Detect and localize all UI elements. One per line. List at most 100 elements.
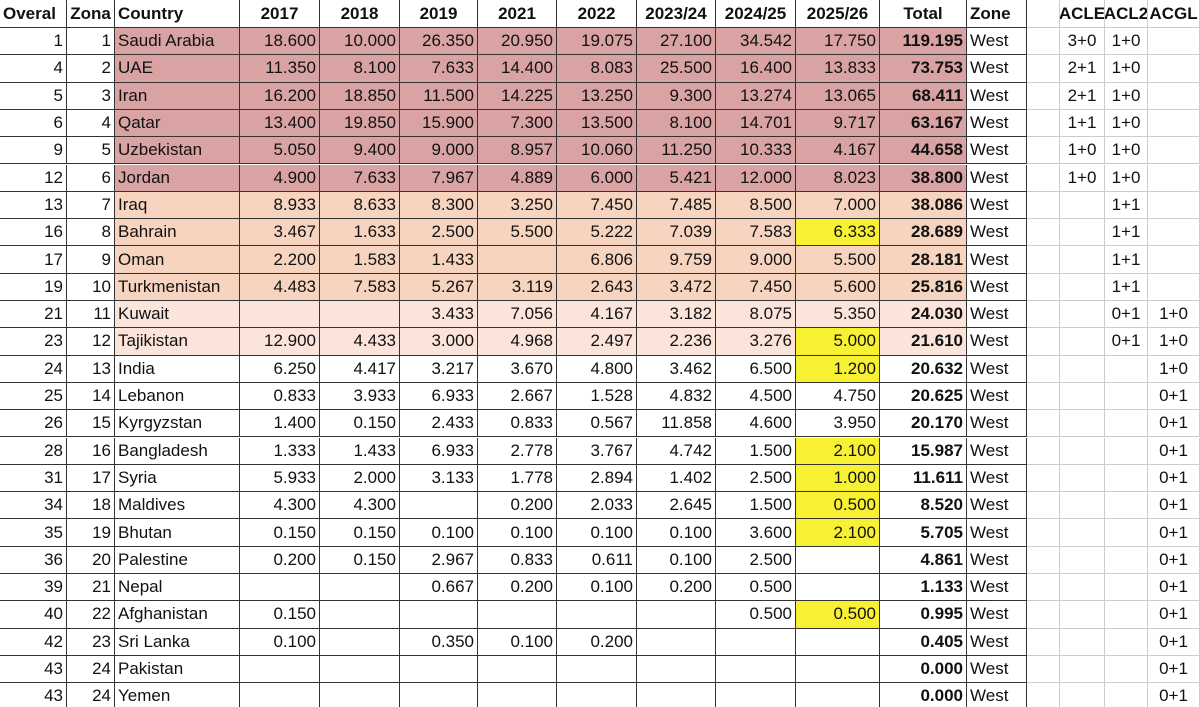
gap-cell <box>1027 164 1060 192</box>
cell: 44.658 <box>880 137 967 165</box>
cell <box>1060 655 1105 684</box>
cell: 7.583 <box>716 219 796 247</box>
country-cell: Qatar <box>115 109 240 138</box>
cell: 19 <box>0 273 67 301</box>
cell: 14 <box>67 382 115 411</box>
cell <box>1060 410 1105 438</box>
cell: 27.100 <box>637 28 716 56</box>
cell: 11 <box>67 301 115 329</box>
cell: 13 <box>0 191 67 220</box>
cell: 63.167 <box>880 109 967 138</box>
cell <box>1148 246 1200 274</box>
cell: 5.933 <box>240 464 320 493</box>
cell <box>1105 492 1148 520</box>
cell: 1 <box>67 28 115 56</box>
country-cell: Nepal <box>115 574 240 602</box>
cell: 1+0 <box>1105 164 1148 192</box>
cell: 2.100 <box>796 437 880 465</box>
gap-cell <box>1027 546 1060 574</box>
cell: 1+0 <box>1060 137 1105 165</box>
cell: 8.520 <box>880 492 967 520</box>
cell: 0+1 <box>1148 574 1200 602</box>
cell: 10.000 <box>320 28 400 56</box>
country-cell: Syria <box>115 464 240 493</box>
cell: 6.000 <box>557 164 637 192</box>
cell: 8.100 <box>637 109 716 138</box>
cell: 0+1 <box>1148 519 1200 547</box>
cell: West <box>967 437 1027 465</box>
cell: 28.689 <box>880 219 967 247</box>
cell <box>716 655 796 684</box>
column-header: Zona <box>67 0 115 28</box>
cell: 3.950 <box>796 410 880 438</box>
cell: 0.150 <box>240 519 320 547</box>
cell: 0.200 <box>478 574 557 602</box>
cell: 0.500 <box>796 601 880 629</box>
cell: 1.583 <box>320 246 400 274</box>
cell: 24 <box>67 683 115 707</box>
column-header: 2022 <box>557 0 637 28</box>
cell: 6.333 <box>796 219 880 247</box>
cell: 2+1 <box>1060 55 1105 83</box>
cell: 21.610 <box>880 328 967 356</box>
cell: West <box>967 55 1027 83</box>
cell: 3 <box>67 82 115 110</box>
column-header: 2017 <box>240 0 320 28</box>
cell: 3.467 <box>240 219 320 247</box>
country-cell: UAE <box>115 55 240 83</box>
cell: 15 <box>67 410 115 438</box>
cell: 2.645 <box>637 492 716 520</box>
cell: 1+1 <box>1060 109 1105 138</box>
gap-cell <box>1027 683 1060 707</box>
cell: 5.500 <box>796 246 880 274</box>
cell: 7.450 <box>716 273 796 301</box>
cell: 7.633 <box>320 164 400 192</box>
cell: 0+1 <box>1148 382 1200 411</box>
gap-cell <box>1027 437 1060 465</box>
gap-cell <box>1027 137 1060 165</box>
cell: 14.225 <box>478 82 557 110</box>
cell: 1+1 <box>1105 219 1148 247</box>
cell: 0+1 <box>1148 410 1200 438</box>
cell: 4.861 <box>880 546 967 574</box>
cell: 2+1 <box>1060 82 1105 110</box>
gap-cell <box>1027 82 1060 110</box>
cell: 0.100 <box>557 519 637 547</box>
cell: 1.200 <box>796 355 880 383</box>
cell: 28 <box>0 437 67 465</box>
cell: 20.625 <box>880 382 967 411</box>
cell: 1+0 <box>1105 109 1148 138</box>
cell: 0+1 <box>1105 328 1148 356</box>
cell: West <box>967 328 1027 356</box>
cell: 1.402 <box>637 464 716 493</box>
cell <box>1060 492 1105 520</box>
cell: 5.222 <box>557 219 637 247</box>
country-cell: Yemen <box>115 683 240 707</box>
cell: 22 <box>67 601 115 629</box>
cell: 15.900 <box>400 109 478 138</box>
country-cell: Sri Lanka <box>115 628 240 656</box>
cell: 8 <box>67 219 115 247</box>
cell: 2.500 <box>716 464 796 493</box>
cell: 0.667 <box>400 574 478 602</box>
cell: 5.600 <box>796 273 880 301</box>
gap-cell <box>1027 464 1060 493</box>
cell <box>400 601 478 629</box>
cell: 20.950 <box>478 28 557 56</box>
cell: 1+1 <box>1105 273 1148 301</box>
cell: 1.633 <box>320 219 400 247</box>
cell <box>637 601 716 629</box>
cell: 4.300 <box>240 492 320 520</box>
cell: 2.778 <box>478 437 557 465</box>
cell: 16 <box>67 437 115 465</box>
cell: 7.967 <box>400 164 478 192</box>
cell: 6.933 <box>400 382 478 411</box>
country-cell: Kyrgyzstan <box>115 410 240 438</box>
cell <box>637 628 716 656</box>
cell: 13.065 <box>796 82 880 110</box>
cell: 3.933 <box>320 382 400 411</box>
cell <box>1060 219 1105 247</box>
cell: 7.056 <box>478 301 557 329</box>
cell: 36 <box>0 546 67 574</box>
cell: 7.485 <box>637 191 716 220</box>
